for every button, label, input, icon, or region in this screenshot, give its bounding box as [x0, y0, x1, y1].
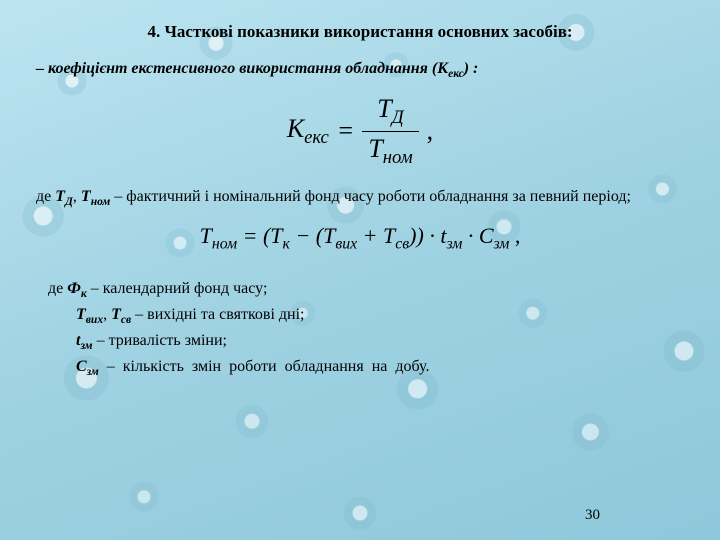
def-fk: де Фк – календарний фонд часу; — [48, 278, 684, 302]
intro-sub: екс — [448, 68, 464, 80]
f1-fraction: ТД Тном — [362, 94, 418, 168]
formula-tnom: Тном = (Тк − (Твих + Тсв)) · tзм · Сзм , — [36, 223, 684, 253]
sym-tnom: Тном — [81, 188, 110, 205]
f2-lhs: Тном — [200, 223, 238, 248]
definitions-block: де Фк – календарний фонд часу; Твих, Тсв… — [36, 278, 684, 381]
sym-td: ТД — [55, 188, 73, 205]
def-czm: Сзм – кількість змін роботи обладнання н… — [48, 356, 684, 380]
f1-numerator: ТД — [371, 94, 409, 129]
fraction-bar — [362, 131, 418, 132]
formula-keks: Кекс = ТД Тном , — [36, 94, 684, 168]
slide-content: 4. Часткові показники використання основ… — [0, 0, 720, 540]
page-number: 30 — [585, 507, 600, 524]
intro-prefix: – коефіцієнт екстенсивного використання … — [36, 60, 448, 77]
section-title: 4. Часткові показники використання основ… — [36, 22, 684, 42]
f1-lhs: Кекс — [287, 114, 329, 149]
f1-equals: = — [337, 116, 355, 146]
coeff-intro-line: – коефіцієнт екстенсивного використання … — [36, 60, 684, 80]
def-tzm: tзм – тривалість зміни; — [48, 330, 684, 354]
f1-tail: , — [427, 116, 434, 146]
f1-denominator: Тном — [362, 134, 418, 169]
where-paragraph-1: де ТД, Тном – фактичний і номінальний фо… — [36, 187, 684, 210]
intro-suffix: ) : — [464, 60, 479, 77]
def-tvyh-tsv: Твих, Тсв – вихідні та святкові дні; — [48, 304, 684, 328]
